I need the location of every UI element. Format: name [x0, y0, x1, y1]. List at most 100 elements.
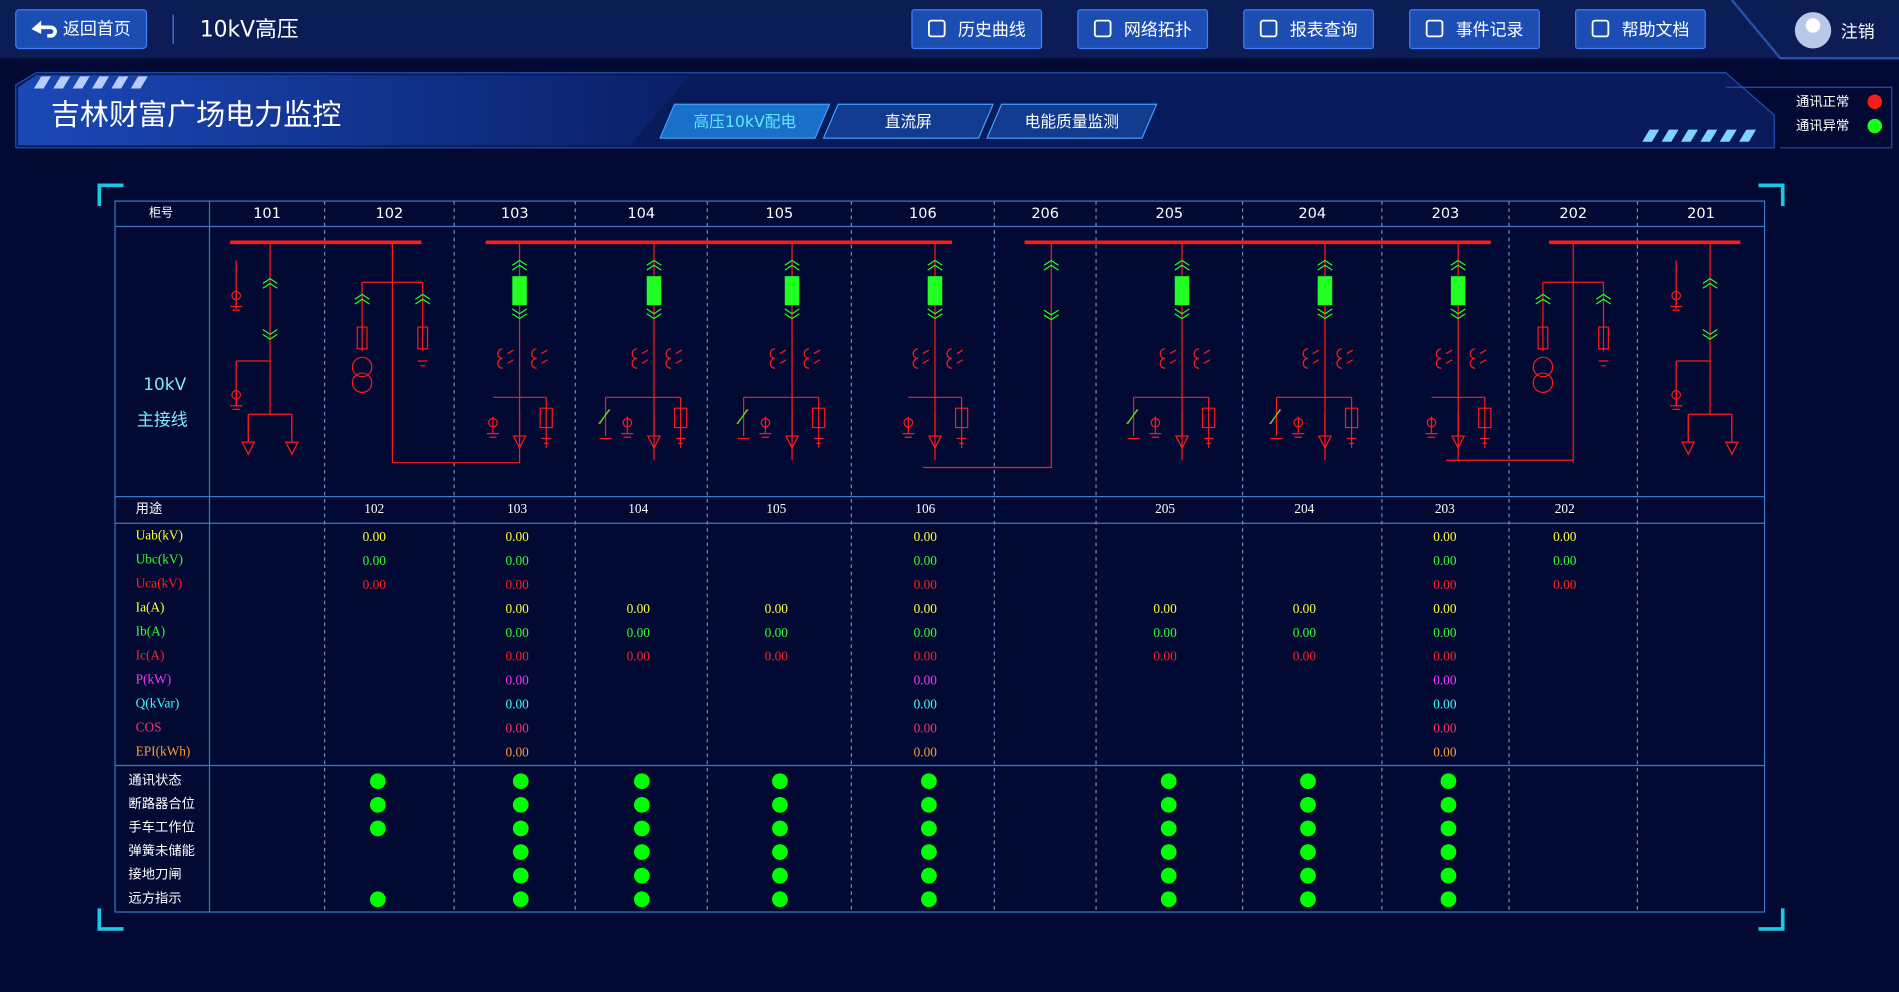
stripe	[1642, 129, 1757, 142]
disconnector	[1702, 277, 1718, 289]
button-box	[1243, 9, 1374, 50]
corner-label: 柜号	[149, 206, 173, 220]
stripes	[33, 76, 148, 89]
measure-value: 0.00	[505, 721, 529, 736]
button-label: 帮助文档	[1622, 19, 1690, 39]
breaker	[1317, 276, 1333, 306]
measure-value: 0.00	[505, 577, 529, 592]
corner	[1758, 183, 1785, 206]
status-dot	[1440, 796, 1457, 813]
cabinet-number: 106	[909, 206, 937, 222]
measure-value: 0.00	[1293, 601, 1317, 616]
disconnector	[927, 308, 943, 320]
button-box	[911, 9, 1043, 50]
disconnector	[1174, 259, 1190, 271]
wire	[956, 437, 967, 444]
measure-label: Uca(kV)	[136, 576, 183, 591]
switch	[760, 417, 771, 428]
wire	[743, 396, 820, 449]
switch	[622, 417, 633, 428]
status-label: 远方指示	[128, 890, 181, 905]
measure-value: 0.00	[363, 577, 387, 592]
measure-value: 0.00	[1433, 625, 1457, 640]
ct	[912, 348, 930, 369]
switch	[1671, 290, 1682, 301]
tab[interactable]: 高压10kV配电	[659, 103, 831, 139]
disconnector	[1317, 259, 1333, 271]
wire	[230, 388, 243, 411]
status-dot	[921, 796, 937, 813]
disconnector	[354, 293, 370, 305]
measure-value: 0.00	[1293, 625, 1317, 640]
tab[interactable]: 直流屏	[822, 103, 995, 139]
measure-value: 0.00	[1153, 601, 1177, 616]
wire	[1537, 326, 1609, 367]
usage-value: 202	[1555, 501, 1575, 516]
measure-value: 0.00	[765, 625, 789, 640]
status-dot	[634, 867, 650, 884]
disconnector	[1702, 328, 1718, 340]
nav-button[interactable]: 事件记录	[1409, 9, 1540, 50]
tab[interactable]: 电能质量监测	[986, 103, 1158, 139]
wire	[541, 437, 552, 444]
measure-value: 0.00	[914, 745, 938, 760]
status-dot	[1160, 773, 1177, 790]
switch	[1293, 417, 1304, 428]
status-dot	[1300, 844, 1316, 860]
cabinet-number: 105	[765, 206, 793, 222]
status-dot	[634, 796, 650, 813]
measure-label: Q(kVar)	[136, 695, 180, 710]
measure-value: 0.00	[363, 553, 387, 568]
earth-switch	[1127, 409, 1138, 425]
button-icon	[928, 19, 946, 38]
tab-label: 电能质量监测	[1025, 112, 1119, 131]
wire	[813, 437, 824, 444]
measure-value: 0.00	[914, 721, 938, 736]
nav-button[interactable]: 历史曲线	[911, 9, 1043, 50]
status-dot	[1440, 844, 1457, 860]
status-dot	[634, 773, 650, 790]
wire	[1724, 417, 1739, 456]
measure-value: 0.00	[505, 601, 529, 616]
nav-button[interactable]: 帮助文档	[1575, 9, 1706, 50]
ct	[497, 348, 514, 369]
user-button[interactable]: 注销	[1794, 12, 1875, 49]
button-icon	[1259, 19, 1278, 38]
breaker	[646, 276, 662, 306]
nav-button[interactable]: 网络拓扑	[1077, 9, 1209, 50]
disconnector	[262, 328, 278, 340]
usage-label: 用途	[136, 500, 163, 516]
wire	[1203, 437, 1214, 444]
cabinet-number: 201	[1687, 206, 1715, 222]
tab-box	[659, 103, 831, 139]
disconnector	[1595, 293, 1612, 305]
back-label: 返回首页	[63, 19, 131, 39]
wire	[759, 416, 772, 438]
usage-value: 104	[628, 501, 648, 516]
back-button[interactable]: 返回首页	[15, 9, 148, 50]
breaker	[1450, 276, 1466, 306]
status-label: 手车工作位	[128, 819, 195, 835]
title-panel	[18, 75, 691, 146]
wire	[1133, 396, 1210, 449]
wire	[1687, 242, 1733, 437]
measure-value: 0.00	[505, 649, 529, 664]
measure-label: COS	[136, 719, 162, 734]
stripe	[33, 76, 148, 89]
status-dot	[512, 844, 529, 860]
status-dot	[512, 867, 529, 884]
disconnector	[415, 293, 431, 305]
wire	[1479, 437, 1490, 444]
measure-value: 0.00	[1153, 625, 1177, 640]
tab-box	[986, 103, 1158, 139]
cabinet-number: 202	[1559, 206, 1587, 222]
status-dot	[512, 773, 529, 790]
tab-label: 直流屏	[885, 112, 932, 131]
nav-button[interactable]: 报表查询	[1243, 9, 1374, 50]
status-dot	[1160, 796, 1177, 813]
wire	[812, 407, 826, 429]
measure-label: Ic(A)	[136, 648, 165, 663]
measure-label: P(kW)	[136, 672, 172, 687]
status-label: 弹簧未储能	[128, 843, 195, 858]
